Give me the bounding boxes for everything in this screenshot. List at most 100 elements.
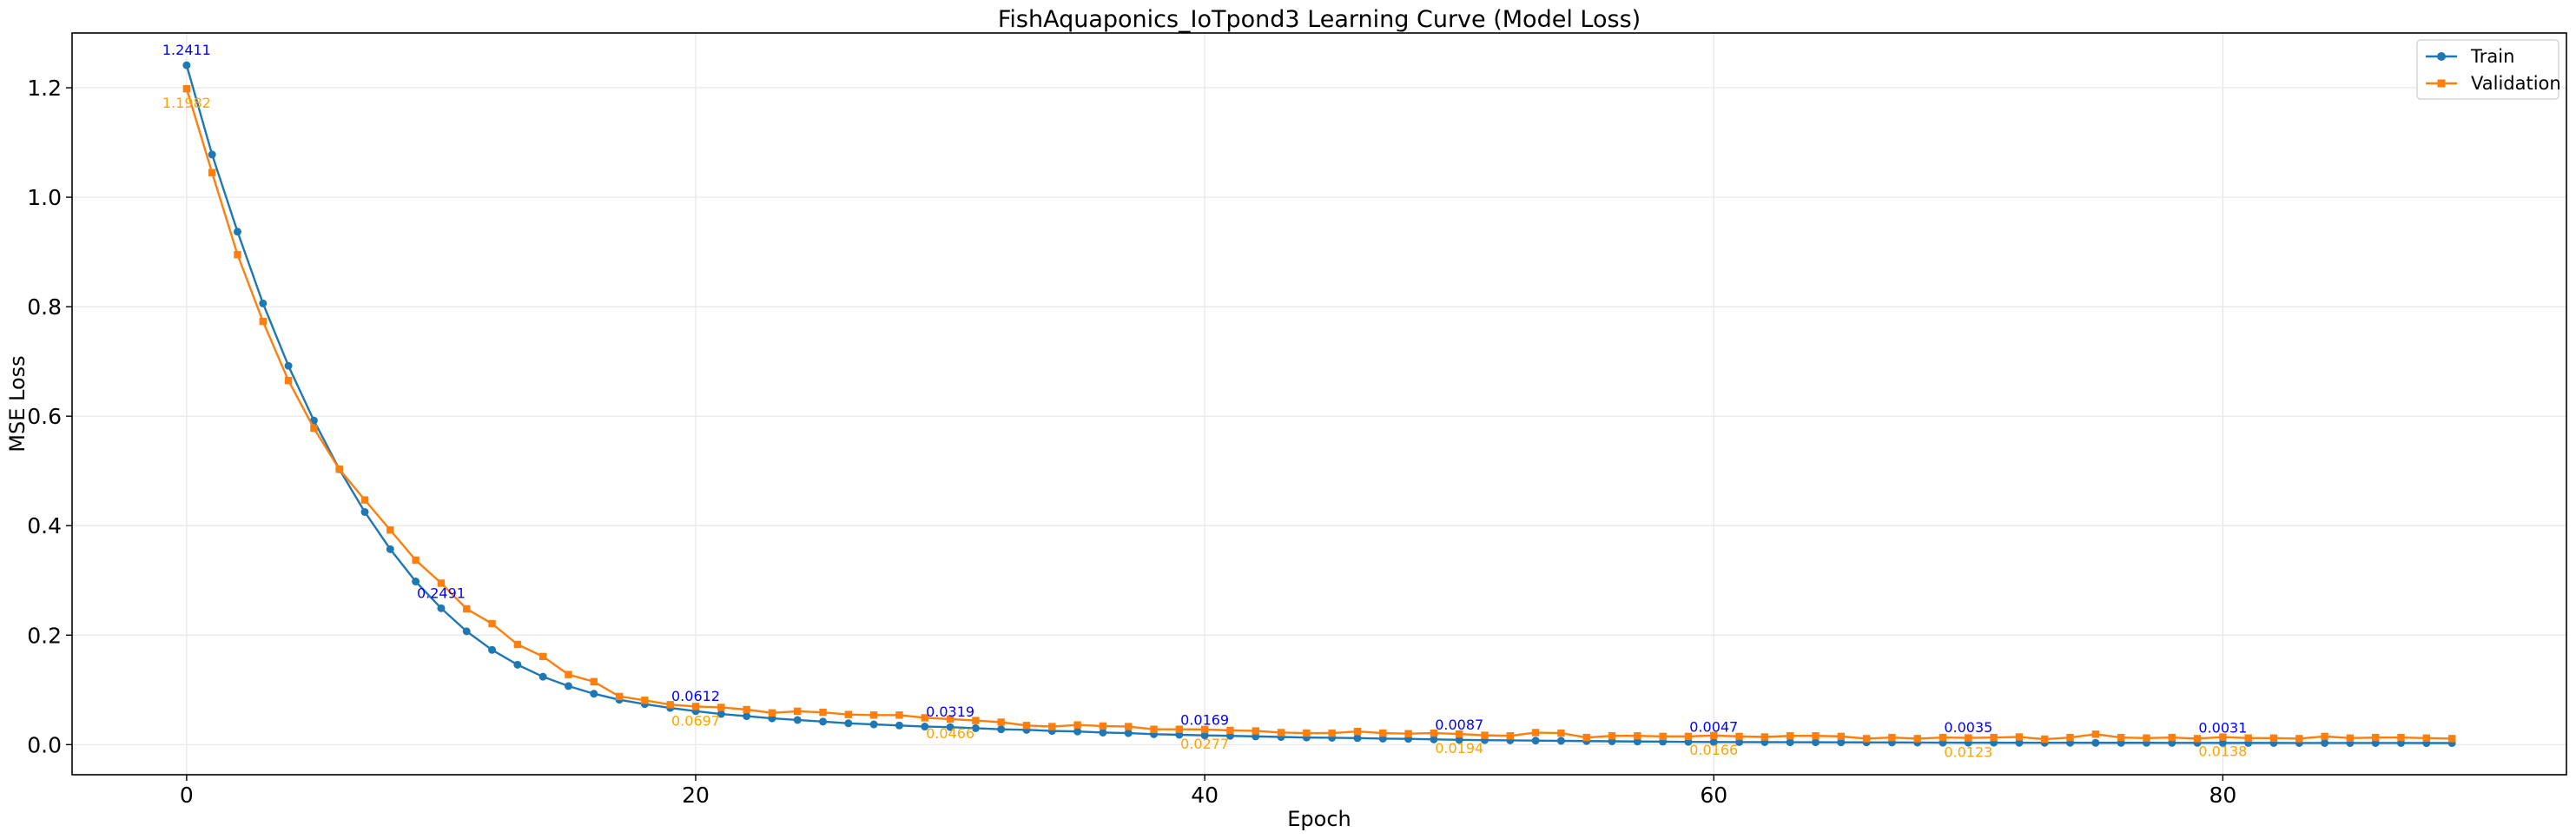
data-point-train	[513, 660, 522, 669]
data-point-validation	[1735, 732, 1743, 741]
legend-marker-train	[2437, 52, 2446, 61]
data-point-train	[946, 723, 954, 731]
data-point-train	[488, 645, 497, 654]
data-point-validation	[538, 652, 547, 661]
data-point-validation	[1430, 729, 1438, 737]
data-point-validation	[2117, 733, 2125, 742]
series-line-validation	[185, 88, 2453, 741]
data-point-validation	[2295, 735, 2303, 743]
x-tick-label: 60	[1700, 783, 1727, 808]
data-point-validation	[1888, 733, 1896, 742]
axis-ticks: 0 20 40 60 80 0.0 0.2 0.4 0.6 0.8 1.0 1.2	[27, 76, 2236, 808]
data-point-train	[2091, 738, 2100, 747]
legend-marker-validation	[2437, 79, 2446, 88]
data-point-validation	[2091, 730, 2100, 738]
data-point-validation	[2193, 735, 2202, 743]
y-tick-label: 0.2	[27, 623, 62, 648]
y-tick-label: 0.0	[27, 732, 62, 757]
data-point-validation	[1965, 734, 1972, 742]
data-point-validation	[2321, 732, 2328, 741]
data-point-train	[1811, 738, 1820, 747]
data-point-validation	[1990, 733, 1998, 742]
data-point-validation	[1506, 732, 1514, 740]
x-tick-label: 80	[2209, 783, 2236, 808]
data-point-train	[1124, 729, 1133, 737]
grid-lines	[72, 33, 2566, 775]
data-point-train	[208, 150, 216, 159]
data-point-validation	[1913, 735, 1921, 743]
data-point-validation	[360, 496, 369, 504]
data-point-train	[819, 717, 828, 726]
data-point-validation	[259, 317, 267, 326]
data-point-train	[1556, 737, 1565, 745]
y-tick-label: 1.2	[27, 76, 62, 101]
data-point-validation	[1710, 731, 1718, 740]
data-point-train	[743, 712, 751, 721]
data-point-validation	[1150, 725, 1158, 733]
data-point-validation	[717, 704, 725, 711]
data-point-validation	[666, 701, 674, 709]
data-point-validation	[972, 717, 980, 724]
data-point-validation	[946, 715, 954, 723]
data-point-validation	[1531, 729, 1540, 737]
validation-value-label: 0.0138	[2198, 743, 2247, 760]
data-point-validation	[310, 424, 318, 433]
data-point-validation	[1353, 728, 1362, 736]
validation-value-label: 0.0194	[1435, 740, 1483, 756]
data-point-validation	[1634, 732, 1641, 740]
annotation-layer: 1.2411 0.2491 0.0612 0.0319 0.0169 0.0087 0.00…	[162, 42, 2247, 760]
train-value-label: 0.0087	[1435, 717, 1483, 733]
series-line-train	[185, 64, 2453, 744]
data-point-validation	[182, 84, 191, 93]
validation-value-label: 0.0166	[1689, 742, 1738, 758]
chart-title: FishAquaponics_IoTpond3 Learning Curve (…	[998, 6, 1641, 33]
data-point-validation	[768, 709, 776, 717]
data-point-validation	[1226, 726, 1234, 735]
data-point-validation	[1277, 729, 1285, 737]
data-point-train	[2321, 738, 2329, 747]
data-point-validation	[2015, 733, 2024, 741]
data-point-validation	[1862, 735, 1871, 743]
data-point-train	[793, 716, 802, 724]
x-axis-label: Epoch	[1287, 807, 1351, 831]
data-point-validation	[844, 710, 853, 718]
data-point-train	[869, 720, 878, 729]
validation-value-label: 0.0123	[1944, 744, 1992, 761]
train-value-label: 0.0169	[1180, 712, 1229, 729]
data-point-train	[386, 545, 394, 553]
data-point-validation	[1099, 722, 1107, 730]
data-point-train	[2218, 738, 2227, 747]
x-tick-label: 40	[1191, 783, 1219, 808]
data-point-train	[1786, 738, 1794, 747]
data-point-train	[412, 578, 420, 586]
data-point-train	[921, 723, 929, 731]
data-point-validation	[2269, 734, 2278, 742]
legend-entry-train: Train	[2426, 46, 2514, 67]
data-point-validation	[2447, 735, 2456, 743]
data-point-train	[259, 299, 268, 307]
data-point-train	[1709, 737, 1718, 746]
validation-value-label: 0.0277	[1180, 736, 1229, 752]
data-point-train	[997, 725, 1006, 734]
data-point-validation	[1812, 732, 1820, 740]
data-point-validation	[1659, 732, 1667, 741]
data-point-validation	[1608, 732, 1616, 740]
validation-value-label: 1.1982	[162, 95, 211, 111]
data-point-validation	[2422, 734, 2431, 742]
y-tick-label: 0.4	[27, 513, 62, 538]
x-tick-label: 20	[682, 783, 710, 808]
train-value-label: 0.0612	[671, 688, 720, 704]
data-point-validation	[869, 711, 878, 719]
data-point-train	[182, 61, 191, 69]
data-point-validation	[1252, 727, 1259, 735]
data-point-validation	[895, 711, 903, 719]
data-point-validation	[1837, 732, 1845, 741]
data-point-validation	[641, 697, 649, 704]
data-point-train	[462, 627, 471, 636]
data-point-validation	[1684, 732, 1693, 741]
data-point-validation	[234, 251, 241, 259]
legend-label-validation: Validation	[2471, 73, 2561, 94]
validation-value-label: 0.0466	[926, 725, 974, 742]
data-point-validation	[386, 526, 394, 534]
